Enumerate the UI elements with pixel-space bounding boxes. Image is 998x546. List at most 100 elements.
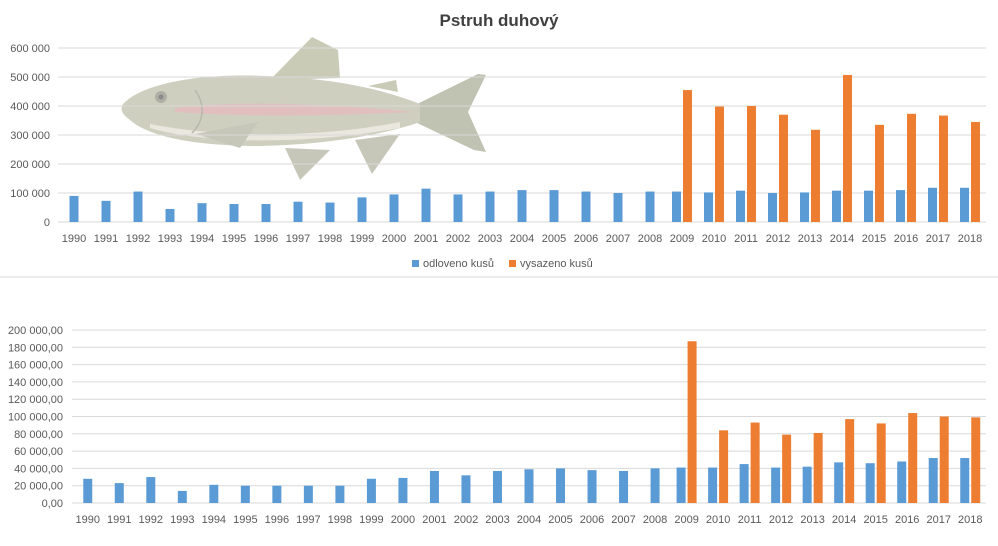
bar-odloveno-1997: [293, 201, 303, 222]
x-tick-label: 2012: [769, 514, 793, 526]
bar-odloveno-2003: [492, 470, 502, 503]
bar-odloveno-2014: [834, 462, 844, 503]
x-tick-label: 2000: [382, 233, 406, 245]
bar-vysazeno-2018: [971, 121, 980, 222]
bar-odloveno-2002: [453, 194, 463, 222]
x-tick-label: 2006: [574, 233, 598, 245]
bar-odloveno-2005: [549, 190, 559, 222]
bar-vysazeno-2017: [939, 416, 949, 503]
legend-label-odloveno: odloveno kusů: [423, 258, 494, 270]
y-tick-label: 600 000: [10, 43, 50, 55]
bar-odloveno-1998: [335, 485, 345, 503]
x-tick-label: 2018: [958, 514, 982, 526]
x-tick-label: 2002: [446, 233, 470, 245]
x-tick-label: 1997: [286, 233, 310, 245]
legend-label-vysazeno: vysazeno kusů: [520, 258, 593, 270]
bar-vysazeno-2012: [779, 114, 788, 222]
x-tick-label: 2008: [643, 514, 667, 526]
x-tick-label: 2014: [832, 514, 856, 526]
x-tick-label: 2016: [895, 514, 919, 526]
x-tick-label: 2001: [414, 233, 438, 245]
bar-odloveno-1992: [133, 191, 143, 222]
x-tick-label: 1999: [359, 514, 383, 526]
x-tick-label: 2008: [638, 233, 662, 245]
x-tick-label: 2004: [517, 514, 541, 526]
bar-odloveno-2004: [524, 469, 534, 503]
x-tick-label: 2000: [391, 514, 415, 526]
x-tick-label: 2015: [863, 514, 887, 526]
x-tick-label: 1991: [94, 233, 118, 245]
bar-odloveno-2017: [928, 187, 937, 222]
bar-vysazeno-2016: [907, 113, 916, 222]
bar-odloveno-2012: [768, 193, 777, 222]
bar-odloveno-2013: [800, 192, 809, 222]
x-tick-label: 2014: [830, 233, 854, 245]
fish-stripe: [175, 103, 415, 116]
bar-odloveno-2007: [613, 193, 623, 222]
x-tick-label: 2012: [766, 233, 790, 245]
x-tick-label: 2010: [702, 233, 726, 245]
x-tick-label: 2002: [454, 514, 478, 526]
bar-odloveno-2002: [461, 475, 471, 503]
bar-odloveno-2017: [928, 458, 938, 503]
bar-odloveno-2015: [865, 463, 875, 503]
bar-vysazeno-2013: [813, 432, 823, 503]
y-tick-label: 0,00: [42, 498, 63, 510]
x-tick-label: 2015: [862, 233, 886, 245]
bar-vysazeno-2018: [971, 417, 981, 503]
chart-bottom: 0,00 20 000,00 40 000,00 60 000,00 80 000,00…: [8, 325, 986, 526]
y-tick-label: 200 000: [10, 159, 50, 171]
bar-odloveno-1994: [197, 203, 207, 222]
bar-odloveno-2000: [398, 477, 408, 503]
bar-odloveno-2000: [389, 194, 399, 222]
x-tick-label: 2007: [611, 514, 635, 526]
x-tick-label: 1990: [76, 514, 100, 526]
bar-odloveno-1999: [357, 197, 367, 222]
x-tick-label: 2011: [738, 514, 762, 526]
bar-odloveno-1995: [240, 485, 250, 503]
fish-eye-pupil: [158, 94, 164, 100]
bar-vysazeno-2011: [747, 106, 756, 222]
bar-odloveno-1991: [114, 483, 124, 503]
bar-odloveno-2004: [517, 190, 527, 222]
x-tick-label: 2004: [510, 233, 534, 245]
bar-vysazeno-2014: [845, 419, 855, 503]
bar-odloveno-2010: [708, 467, 718, 503]
bar-odloveno-2006: [581, 191, 591, 222]
y-tick-label: 60 000,00: [14, 446, 63, 458]
bar-odloveno-2009: [676, 467, 686, 503]
bar-odloveno-1994: [209, 484, 219, 503]
x-tick-label: 1997: [296, 514, 320, 526]
y-tick-label: 140 000,00: [8, 377, 63, 389]
bar-odloveno-2008: [650, 468, 660, 503]
bar-vysazeno-2015: [876, 423, 886, 503]
bar-vysazeno-2010: [715, 106, 724, 222]
fish-adipose-fin: [368, 80, 398, 92]
y-tick-label: 120 000,00: [8, 394, 63, 406]
bar-odloveno-2007: [619, 470, 629, 503]
bar-vysazeno-2014: [843, 74, 852, 222]
bar-vysazeno-2010: [719, 430, 729, 503]
bar-odloveno-1996: [261, 204, 271, 222]
bar-odloveno-2008: [645, 191, 655, 222]
y-tick-label: 100 000,00: [8, 412, 63, 424]
bar-odloveno-2011: [739, 464, 749, 503]
chart-title: Pstruh duhový: [439, 11, 559, 30]
trout-illustration: [121, 37, 486, 180]
x-tick-label: 2013: [800, 514, 824, 526]
bar-odloveno-2011: [736, 190, 745, 222]
bar-odloveno-2015: [864, 190, 873, 222]
y-tick-label: 100 000: [10, 188, 50, 200]
y-tick-label: 0: [44, 217, 50, 229]
x-tick-label: 2007: [606, 233, 630, 245]
bar-vysazeno-2017: [939, 115, 948, 222]
bar-vysazeno-2009: [687, 341, 697, 503]
x-tick-label: 2009: [670, 233, 694, 245]
x-tick-label: 2013: [798, 233, 822, 245]
x-tick-label: 1992: [126, 233, 150, 245]
y-tick-label: 20 000,00: [14, 481, 63, 493]
bar-odloveno-2018: [960, 458, 970, 503]
bar-vysazeno-2012: [782, 434, 792, 503]
x-tick-label: 1994: [190, 233, 214, 245]
